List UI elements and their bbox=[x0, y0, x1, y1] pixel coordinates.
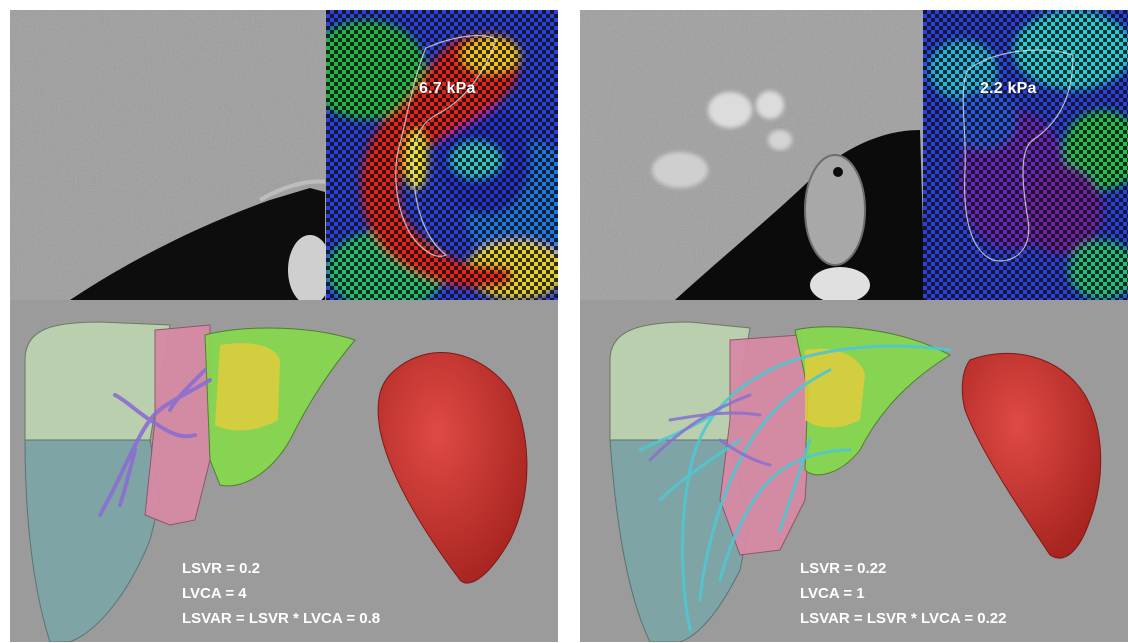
right-metric-lvca: LVCA = 1 bbox=[800, 585, 865, 602]
left-case-panel: 6.7 kPa LSVR = 0.2 LVCA = 4 LSVAR = LSV bbox=[10, 10, 558, 642]
left-liver-3d-render bbox=[10, 300, 558, 642]
left-stiffness-label: 6.7 kPa bbox=[419, 80, 476, 97]
right-metric-lsvar: LSVAR = LSVR * LVCA = 0.22 bbox=[800, 610, 1007, 627]
right-metrics: LSVR = 0.22 LVCA = 1 LSVAR = LSVR * LVCA… bbox=[800, 556, 1006, 631]
left-metrics: LSVR = 0.2 LVCA = 4 LSVAR = LSVR * LVCA … bbox=[182, 556, 380, 631]
left-elastography-map bbox=[326, 10, 558, 300]
left-metric-lsvr: LSVR = 0.2 bbox=[182, 560, 260, 577]
right-stiffness-label: 2.2 kPa bbox=[980, 80, 1037, 97]
right-metric-lsvr: LSVR = 0.22 bbox=[800, 560, 887, 577]
left-metric-lsvar: LSVAR = LSVR * LVCA = 0.8 bbox=[182, 610, 381, 627]
right-case-panel: 2.2 kPa LSV bbox=[580, 10, 1128, 642]
right-liver-3d-render bbox=[580, 300, 1128, 642]
right-elastography-map bbox=[923, 10, 1128, 300]
left-metric-lvca: LVCA = 4 bbox=[182, 585, 247, 602]
